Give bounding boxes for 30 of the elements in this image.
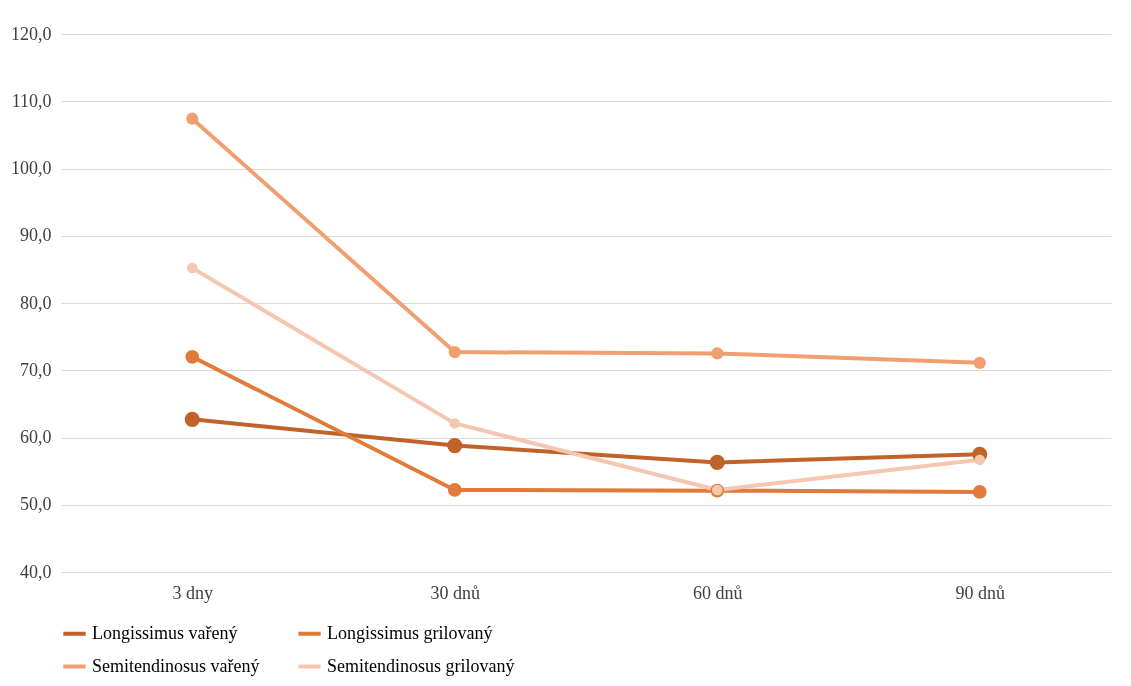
point — [449, 418, 460, 429]
y-tick-label: 120,0 — [11, 23, 52, 44]
point — [447, 483, 462, 497]
point — [709, 454, 725, 470]
point — [185, 349, 200, 364]
x-tick-label: 60 dnů — [693, 582, 743, 603]
y-tick-label: 110,0 — [11, 90, 52, 111]
y-tick-label: 90,0 — [20, 225, 52, 246]
x-tick-label: 30 dnů — [430, 582, 480, 603]
y-tick-label: 70,0 — [20, 359, 52, 380]
legend-label: Semitendinosus vařený — [92, 655, 260, 676]
legend-label: Longissimus grilovaný — [327, 622, 493, 643]
point — [448, 345, 461, 359]
point — [972, 485, 987, 499]
y-tick-label: 80,0 — [20, 292, 52, 313]
point — [974, 454, 985, 465]
x-tick-label: 90 dnů — [955, 582, 1005, 603]
point — [711, 347, 724, 360]
point — [186, 112, 199, 125]
legend-label: Longissimus vařený — [92, 622, 238, 643]
point — [187, 262, 198, 274]
y-tick-label: 50,0 — [20, 494, 52, 515]
point — [184, 411, 200, 427]
legend-label: Semitendinosus grilovaný — [327, 655, 515, 676]
y-tick-label: 60,0 — [20, 427, 52, 447]
point — [447, 438, 463, 454]
y-tick-label: 100,0 — [11, 158, 52, 178]
x-tick-label: 3 dny — [172, 582, 213, 603]
point — [973, 356, 986, 369]
y-tick-label: 40,0 — [20, 561, 52, 582]
